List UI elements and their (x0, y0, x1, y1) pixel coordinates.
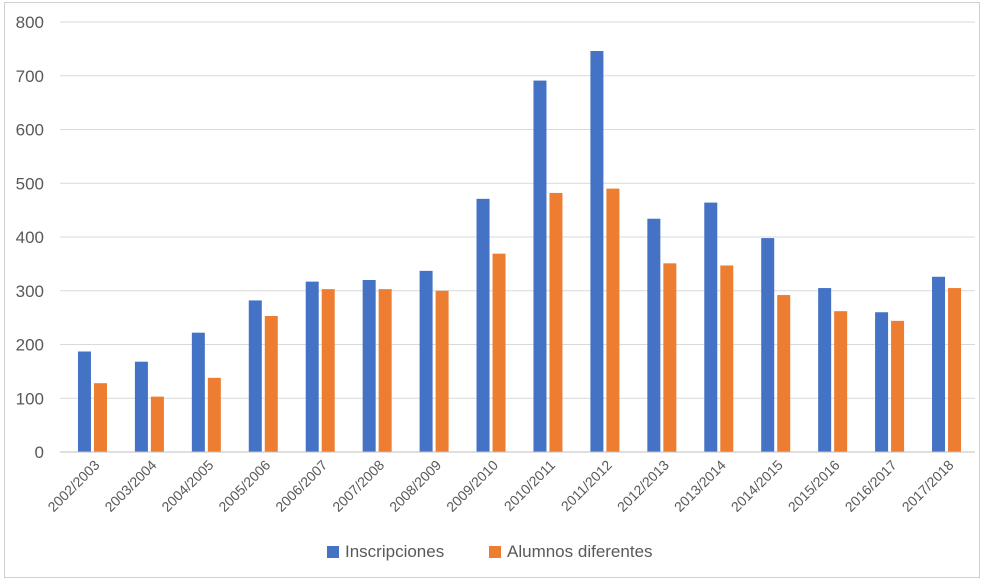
legend-label: Alumnos diferentes (507, 542, 653, 561)
x-tick-label: 2012/2013 (614, 457, 672, 515)
bars (77, 51, 962, 453)
bar (891, 320, 905, 452)
y-tick-label: 700 (16, 67, 44, 86)
x-tick-label: 2010/2011 (501, 457, 559, 515)
bar (761, 238, 775, 452)
x-tick-label: 2017/2018 (899, 457, 957, 515)
bar (777, 295, 791, 452)
bar (492, 253, 506, 452)
bar (875, 312, 889, 452)
x-tick-label: 2008/2009 (386, 457, 444, 515)
bar (720, 265, 734, 452)
x-axis-ticks: 2002/20032003/20042004/20052005/20062006… (44, 457, 956, 515)
bar (305, 281, 319, 452)
x-tick-label: 2013/2014 (671, 457, 729, 515)
bar (549, 192, 563, 453)
x-tick-label: 2003/2004 (101, 457, 159, 515)
x-tick-label: 2004/2005 (158, 457, 216, 515)
x-tick-label: 2011/2012 (558, 457, 616, 515)
chart-frame (4, 2, 980, 578)
bar (476, 198, 490, 452)
y-tick-label: 100 (16, 389, 44, 408)
bar (663, 263, 677, 452)
x-tick-label: 2014/2015 (728, 457, 786, 515)
x-tick-label: 2009/2010 (443, 457, 501, 515)
x-tick-label: 2002/2003 (44, 457, 102, 515)
bar (134, 361, 148, 452)
bar (647, 218, 661, 452)
bar (248, 300, 262, 452)
legend-label: Inscripciones (345, 542, 444, 561)
bar (264, 316, 278, 452)
bar (207, 377, 221, 452)
x-tick-label: 2005/2006 (215, 457, 273, 515)
bar (435, 290, 449, 452)
y-tick-label: 300 (16, 282, 44, 301)
bar (191, 332, 205, 452)
y-tick-label: 800 (16, 13, 44, 32)
y-tick-label: 0 (35, 443, 44, 462)
y-axis-ticks: 0 100 200 300 400 500 600 700 800 (16, 13, 44, 462)
bar (948, 288, 962, 452)
bar (834, 311, 848, 452)
bar (378, 289, 392, 452)
bar (77, 351, 91, 452)
x-tick-label: 2015/2016 (785, 457, 843, 515)
bar (590, 51, 604, 453)
bar (321, 289, 335, 452)
x-tick-label: 2007/2008 (329, 457, 387, 515)
bar (606, 188, 620, 452)
x-tick-label: 2016/2017 (842, 457, 900, 515)
bar (818, 288, 832, 452)
y-tick-label: 400 (16, 228, 44, 247)
x-tick-label: 2006/2007 (272, 457, 330, 515)
bar (533, 80, 547, 453)
bar (704, 202, 718, 452)
y-tick-label: 200 (16, 336, 44, 355)
bar (362, 280, 376, 452)
legend-swatch (489, 546, 501, 558)
bar (93, 383, 107, 452)
legend: Inscripciones Alumnos diferentes (327, 542, 653, 561)
bar (419, 270, 433, 452)
bar (150, 396, 164, 452)
bar (932, 276, 946, 452)
y-tick-label: 600 (16, 121, 44, 140)
legend-swatch (327, 546, 339, 558)
y-tick-label: 500 (16, 174, 44, 193)
